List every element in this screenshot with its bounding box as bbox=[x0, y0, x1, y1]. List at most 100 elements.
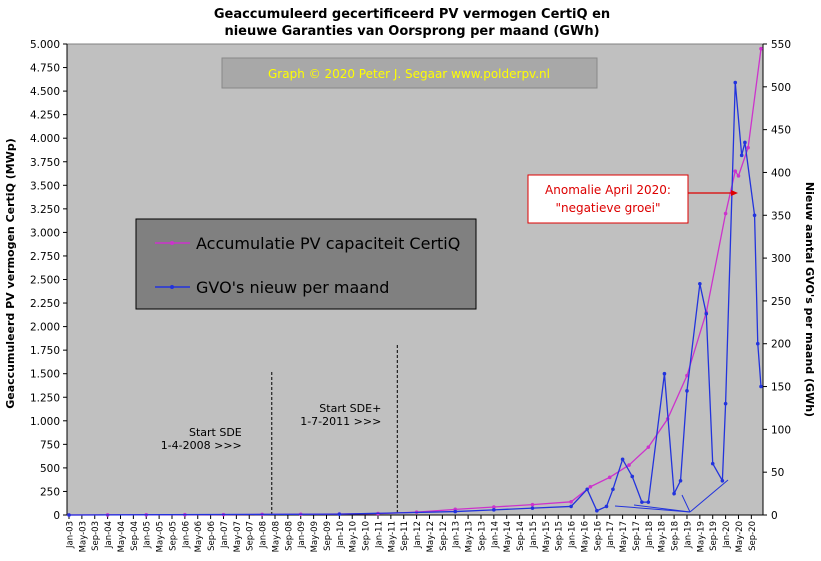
x-tick-label: Sep-06 bbox=[207, 521, 217, 551]
series-point bbox=[492, 505, 496, 509]
series-point bbox=[733, 169, 738, 173]
dip-arrow bbox=[633, 504, 691, 513]
y-right-tick-label: 350 bbox=[771, 210, 791, 222]
x-tick-label: Jan-13 bbox=[452, 521, 462, 549]
anomaly-label: Anomalie April 2020: bbox=[545, 183, 671, 197]
chart-title: Geaccumuleerd gecertificeerd PV vermogen… bbox=[214, 7, 610, 39]
series-point bbox=[720, 478, 725, 483]
x-tick-label: May-14 bbox=[503, 521, 513, 552]
y-left-tick-label: 2.250 bbox=[30, 298, 60, 310]
series-point bbox=[588, 484, 593, 489]
series-point bbox=[685, 389, 689, 393]
x-tick-label: Jan-15 bbox=[529, 521, 539, 549]
x-tick-label: Sep-10 bbox=[362, 521, 372, 551]
series-point bbox=[530, 506, 535, 510]
series-point bbox=[607, 475, 612, 480]
y-right-tick-label: 450 bbox=[771, 125, 791, 137]
x-tick-label: Sep-17 bbox=[632, 521, 642, 551]
watermark-text: Graph © 2020 Peter J. Segaar www.polderp… bbox=[268, 67, 550, 81]
series-point bbox=[743, 140, 747, 145]
y-right-tick-label: 50 bbox=[771, 467, 784, 479]
y-right-tick-label: 250 bbox=[771, 296, 791, 308]
x-tick-label: Sep-16 bbox=[593, 521, 603, 551]
x-tick-label: Sep-13 bbox=[477, 521, 487, 551]
x-tick-label: Sep-15 bbox=[555, 521, 565, 551]
x-tick-label: May-11 bbox=[387, 521, 397, 552]
y-right-tick-label: 550 bbox=[771, 39, 791, 51]
x-tick-label: Sep-12 bbox=[439, 521, 449, 551]
x-tick-label: May-10 bbox=[349, 521, 359, 552]
title-line: nieuwe Garanties van Oorsprong per maand… bbox=[224, 24, 599, 39]
y-axis-right: 0 50 100 150 200 250 300 350 400 450 500 550 Nieuw a… bbox=[762, 39, 816, 522]
annotation-label: 1-7-2011 >>> bbox=[300, 415, 381, 428]
x-tick-label: Sep-20 bbox=[748, 521, 758, 551]
y-left-tick-label: 2.500 bbox=[30, 275, 60, 287]
x-tick-label: Jan-08 bbox=[259, 521, 269, 549]
y-left-tick-label: 4.750 bbox=[30, 63, 60, 75]
legend-marker bbox=[170, 241, 174, 245]
y-right-tick-label: 200 bbox=[771, 339, 791, 351]
series-point bbox=[620, 457, 625, 462]
x-tick-label: Jan-16 bbox=[568, 521, 578, 549]
x-tick-label: Jan-06 bbox=[181, 521, 191, 549]
x-tick-label: May-05 bbox=[156, 521, 166, 552]
x-tick-label: Jan-03 bbox=[66, 521, 76, 549]
series-point bbox=[569, 500, 573, 504]
x-tick-label: Jan-11 bbox=[374, 521, 384, 549]
x-tick-label: May-03 bbox=[78, 521, 88, 552]
x-tick-label: Jan-18 bbox=[645, 521, 655, 549]
series-point bbox=[678, 478, 683, 483]
x-tick-label: Sep-04 bbox=[130, 521, 140, 551]
y-left-tick-label: 1.250 bbox=[30, 392, 60, 404]
x-tick-label: May-17 bbox=[619, 521, 629, 552]
x-tick-label: Jan-04 bbox=[104, 521, 114, 549]
y-axis-left: 0 250 500 750 1.000 1.250 1.500 1.750 2.000 2.250… bbox=[4, 39, 68, 522]
watermark: Graph © 2020 Peter J. Segaar www.polderp… bbox=[221, 57, 598, 89]
y-left-tick-label: 1.500 bbox=[30, 369, 60, 381]
y-left-tick-label: 1.000 bbox=[30, 416, 60, 428]
x-tick-label: May-18 bbox=[658, 521, 668, 552]
y-left-tick-label: 4.500 bbox=[30, 86, 60, 98]
x-axis: Jan-03 May-03 Sep-03 Jan-04 May-04 Sep-04 Jan-… bbox=[66, 514, 763, 552]
x-tick-label: Sep-09 bbox=[323, 521, 333, 551]
x-tick-label: Jan-12 bbox=[413, 521, 423, 549]
legend-label: Accumulatie PV capaciteit CertiQ bbox=[196, 234, 460, 253]
x-tick-label: Jan-14 bbox=[490, 521, 500, 549]
y-right-tick-label: 0 bbox=[771, 510, 778, 522]
y-right-tick-label: 150 bbox=[771, 382, 791, 394]
series-point bbox=[67, 513, 71, 517]
x-tick-label: Jan-05 bbox=[143, 521, 153, 549]
x-tick-label: Sep-08 bbox=[284, 521, 294, 551]
series-point bbox=[733, 80, 738, 85]
y-left-tick-label: 3.000 bbox=[30, 227, 60, 239]
x-tick-label: Jan-19 bbox=[683, 521, 693, 549]
anomaly-label: "negatieve groei" bbox=[555, 201, 660, 215]
y-left-tick-label: 750 bbox=[40, 439, 60, 451]
x-tick-label: Sep-07 bbox=[246, 521, 256, 551]
watermark-box bbox=[221, 57, 598, 89]
anomaly-box bbox=[527, 174, 689, 224]
x-tick-label: Sep-11 bbox=[400, 521, 410, 551]
x-tick-label: Jan-10 bbox=[336, 521, 346, 549]
dip-arrow bbox=[681, 494, 691, 513]
x-tick-label: Jan-09 bbox=[297, 521, 307, 549]
y-right-label: Nieuw aantal GVO's per maand (GWh) bbox=[803, 182, 816, 417]
series-point bbox=[569, 504, 573, 509]
y-right-tick-label: 300 bbox=[771, 253, 791, 265]
series-point bbox=[739, 153, 744, 158]
series-point bbox=[604, 504, 609, 509]
x-tick-label: May-20 bbox=[735, 521, 745, 552]
series-point bbox=[755, 341, 760, 346]
legend-label: GVO's nieuw per maand bbox=[196, 278, 389, 297]
series-point bbox=[698, 281, 702, 286]
series-point bbox=[736, 174, 741, 178]
y-right-tick-label: 100 bbox=[771, 424, 791, 436]
anomaly-arrowhead bbox=[731, 190, 738, 196]
series-point bbox=[646, 445, 651, 449]
series-point bbox=[530, 502, 535, 507]
series-point bbox=[646, 500, 651, 504]
series-point bbox=[630, 474, 635, 479]
x-tick-label: May-04 bbox=[117, 521, 127, 552]
